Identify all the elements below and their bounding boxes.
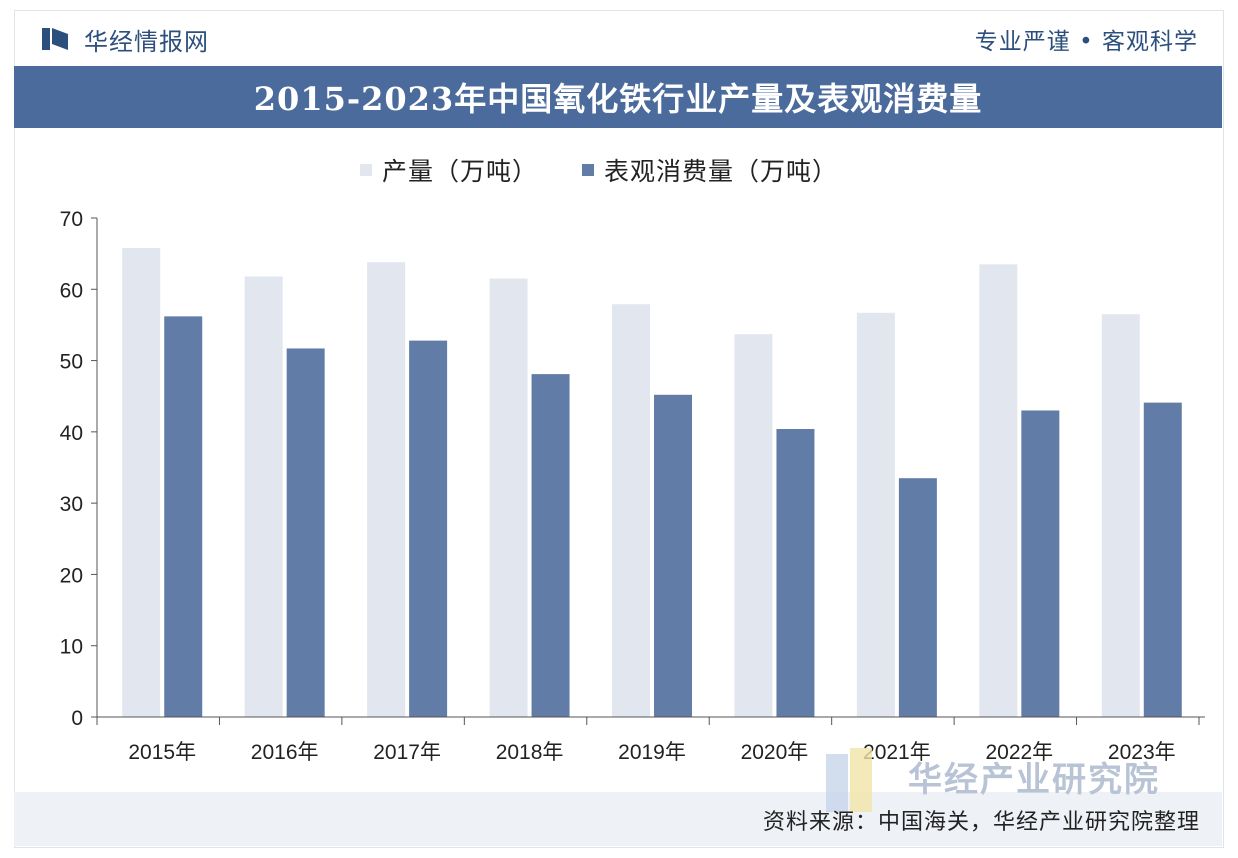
y-tick-label: 40 [60,422,83,445]
bar-production-1 [244,276,283,717]
x-tick-label: 2018年 [496,741,564,764]
bar-consumption-6 [898,478,937,717]
header: 华经情报网 专业严谨 • 客观科学 [0,0,1238,64]
watermark-logo-icon [826,748,872,812]
x-tick-label: 2022年 [985,741,1053,764]
x-tick-label: 2017年 [373,741,441,764]
y-tick-label: 20 [60,564,83,587]
legend-item-consumption: 表观消费量（万吨） [582,152,838,188]
bar-production-3 [489,278,528,717]
legend: 产量（万吨） 表观消费量（万吨） [360,154,882,186]
bar-production-5 [734,334,773,717]
y-tick-label: 60 [60,279,83,302]
legend-label-consumption: 表观消费量（万吨） [604,157,839,186]
y-tick-label: 10 [60,636,83,659]
x-tick-label: 2023年 [1108,741,1176,764]
data-source: 资料来源：中国海关，华经产业研究院整理 [762,810,1200,835]
brand-name: 华经情报网 [84,28,209,56]
legend-swatch-production [360,164,372,176]
bar-production-7 [979,264,1018,717]
x-tick-label: 2015年 [128,741,196,764]
bar-consumption-8 [1143,402,1182,717]
title-banner: 2015-2023年中国氧化铁行业产量及表观消费量 [14,66,1222,128]
bar-production-4 [612,304,650,717]
x-tick-label: 2019年 [618,741,686,764]
x-tick-label: 2021年 [863,741,931,764]
x-tick-label: 2016年 [251,741,319,764]
bar-production-6 [856,312,895,717]
bar-consumption-2 [409,340,448,717]
y-tick-label: 30 [60,493,83,516]
bar-consumption-3 [531,374,570,717]
brand-logo-icon [42,28,68,50]
bar-consumption-4 [654,394,692,717]
bar-consumption-5 [776,429,815,717]
bar-production-2 [367,262,406,717]
legend-label-production: 产量（万吨） [382,157,539,186]
bar-production-8 [1101,314,1140,717]
y-tick-label: 50 [60,351,83,374]
bar-consumption-7 [1021,410,1060,717]
legend-swatch-consumption [582,164,595,176]
footer-band [14,792,1222,846]
bar-production-0 [122,247,161,717]
y-tick-label: 0 [71,707,83,730]
watermark-text: 华经产业研究院 [908,760,1160,800]
bar-consumption-1 [286,348,325,717]
bar-consumption-0 [164,316,203,717]
legend-item-production: 产量（万吨） [360,152,538,188]
x-tick-label: 2020年 [741,741,809,764]
y-tick-label: 70 [60,208,83,231]
chart-title: 2015-2023年中国氧化铁行业产量及表观消费量 [253,80,983,118]
slogan: 专业严谨 • 客观科学 [974,29,1198,55]
